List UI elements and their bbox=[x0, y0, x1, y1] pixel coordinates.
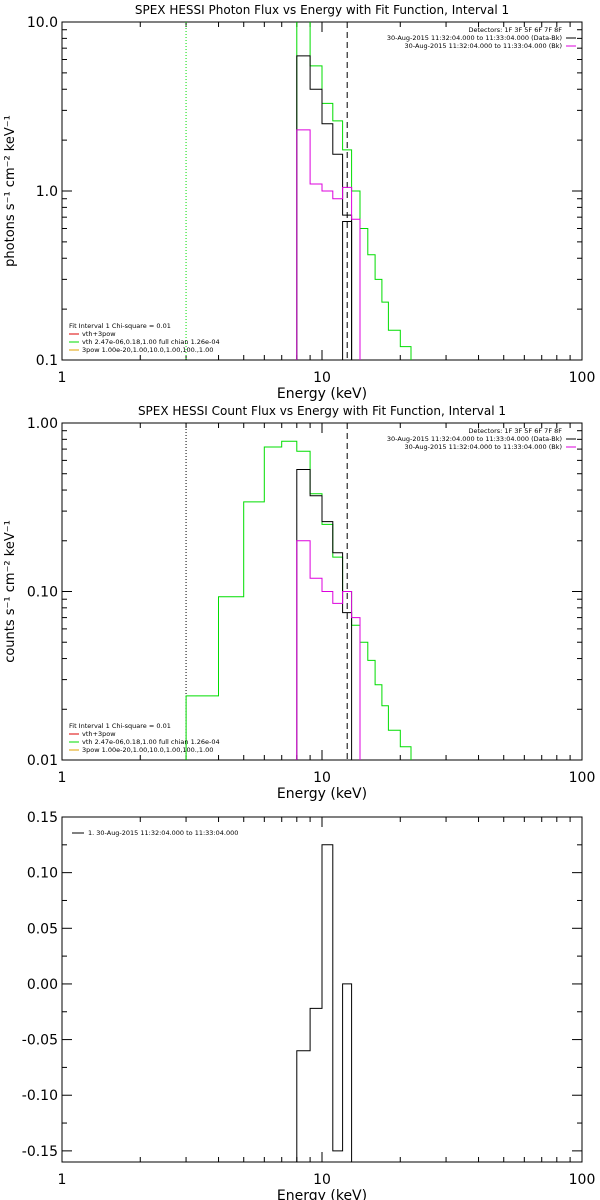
x-axis-label: Energy (keV) bbox=[277, 386, 367, 402]
y-tick-label: -0.15 bbox=[22, 1144, 58, 1160]
series-line-4 bbox=[296, 129, 361, 360]
chart-panel-3: 1 10 100 -0.15 -0.10 -0.05 0.00 0.05 0.10 0.15 Ene… bbox=[22, 810, 596, 1200]
legend-text: 3pow 1.00e-20,1.00,10.0,1.00,100.,1.00 bbox=[82, 346, 213, 354]
series-line-1 bbox=[185, 440, 412, 760]
y-tick-label: 0.15 bbox=[27, 810, 58, 826]
y-axis-label: counts s⁻¹ cm⁻² keV⁻¹ bbox=[3, 520, 18, 663]
x-tick-label: 10 bbox=[313, 1172, 331, 1188]
legend-text: 3pow 1.00e-20,1.00,10.0,1.00,100.,1.00 bbox=[82, 746, 213, 754]
legend-text: 30-Aug-2015 11:32:04.000 to 11:33:04.000… bbox=[387, 435, 562, 443]
x-tick-label: 10 bbox=[313, 370, 331, 386]
legend-text: vth 2.47e-06,0.18,1.00 full chian 1.26e-… bbox=[82, 338, 220, 346]
y-tick-label: 10.0 bbox=[27, 15, 58, 31]
legend-text: 30-Aug-2015 11:32:04.000 to 11:33:04.000… bbox=[405, 42, 562, 50]
y-tick-label: -0.10 bbox=[22, 1088, 58, 1104]
y-tick-label: 0.10 bbox=[27, 866, 58, 882]
series-line-3 bbox=[296, 540, 361, 760]
chart-panel-2: 1 10 100 0.01 0.10 1.00 SPEX HESSI Count Flux … bbox=[3, 404, 596, 802]
x-tick-label: 1 bbox=[58, 370, 67, 386]
x-tick-label: 100 bbox=[569, 370, 596, 386]
y-tick-label: 1.00 bbox=[27, 416, 58, 432]
series-line-1 bbox=[296, 22, 412, 360]
legend-text: 1. 30-Aug-2015 11:32:04.000 to 11:33:04.… bbox=[88, 829, 238, 837]
y-tick-label: 1.0 bbox=[36, 184, 58, 200]
y-tick-label: 0.05 bbox=[27, 921, 58, 937]
x-axis-label: Energy (keV) bbox=[277, 786, 367, 802]
series-line-1 bbox=[296, 844, 360, 1162]
legend-text: Detectors: 1F 3F 5F 6F 7F 8F bbox=[468, 427, 562, 435]
legend-text: Detectors: 1F 3F 5F 6F 7F 8F bbox=[468, 26, 562, 34]
chart-title: SPEX HESSI Count Flux vs Energy with Fit… bbox=[138, 404, 506, 418]
x-tick-label: 100 bbox=[569, 1172, 596, 1188]
legend-text: vth 2.47e-06,0.18,1.00 full chian 1.26e-… bbox=[82, 738, 220, 746]
legend-text: 30-Aug-2015 11:32:04.000 to 11:33:04.000… bbox=[405, 443, 562, 451]
legend-text: Fit Interval 1 Chi-square = 0.01 bbox=[69, 722, 171, 730]
series-line-2 bbox=[296, 55, 353, 360]
series-line-3 bbox=[342, 221, 353, 360]
y-tick-label: -0.05 bbox=[22, 1033, 58, 1049]
legend-text: 30-Aug-2015 11:32:04.000 to 11:33:04.000… bbox=[387, 34, 562, 42]
chart-title: SPEX HESSI Photon Flux vs Energy with Fi… bbox=[135, 3, 509, 17]
x-tick-label: 1 bbox=[58, 1172, 67, 1188]
y-tick-label: 0.1 bbox=[36, 353, 58, 369]
y-axis-label: photons s⁻¹ cm⁻² keV⁻¹ bbox=[3, 115, 18, 267]
x-tick-label: 10 bbox=[313, 770, 331, 786]
x-tick-label: 100 bbox=[569, 770, 596, 786]
legend-text: vth+3pow bbox=[82, 730, 116, 738]
x-tick-label: 1 bbox=[58, 770, 67, 786]
x-axis-label: Energy (keV) bbox=[277, 1188, 367, 1200]
y-tick-label: 0.00 bbox=[27, 977, 58, 993]
y-tick-label: 0.10 bbox=[27, 585, 58, 601]
legend-text: vth+3pow bbox=[82, 330, 116, 338]
legend-text: Fit Interval 1 Chi-square = 0.01 bbox=[69, 322, 171, 330]
y-tick-label: 0.01 bbox=[27, 753, 58, 769]
chart-panel-1: 1 10 100 0.1 1.0 10.0 SPEX HESSI Photon Flux v… bbox=[3, 3, 596, 402]
